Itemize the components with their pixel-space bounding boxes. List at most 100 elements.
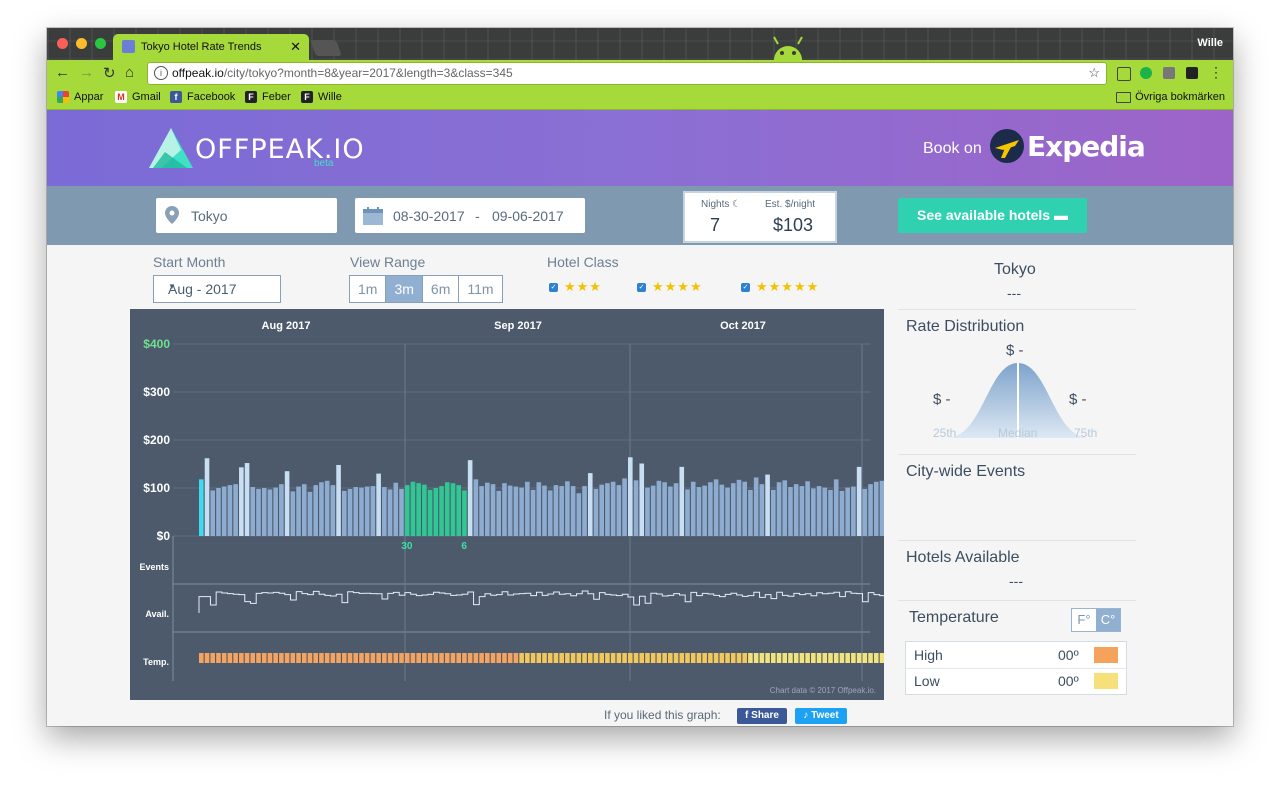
rate-bar — [290, 491, 296, 536]
browser-window: Tokyo Hotel Rate Trends ✕ Wille ← → ↻ ⌂ … — [47, 28, 1233, 726]
temp-cell — [507, 653, 513, 663]
range-3m[interactable]: 3m — [386, 276, 423, 302]
range-11m[interactable]: 11m — [467, 281, 494, 297]
temp-cell — [650, 653, 656, 663]
rate-bar — [833, 479, 839, 536]
other-bookmarks[interactable]: Övriga bokmärken — [1116, 91, 1225, 103]
temp-cell — [702, 653, 707, 663]
rate-bar — [301, 484, 307, 536]
date-separator: - — [475, 208, 480, 224]
url-text[interactable]: offpeak.io/city/tokyo?month=8&year=2017&… — [172, 66, 513, 80]
profile-name[interactable]: Wille — [1197, 37, 1223, 49]
offpeak-logo[interactable]: OFFPEAK.IO beta — [147, 126, 364, 172]
rate-bar — [730, 483, 736, 536]
checkbox-checked-icon[interactable]: ✓ — [741, 282, 750, 292]
reload-icon[interactable]: ↻ — [103, 65, 116, 82]
temp-cell — [393, 653, 399, 663]
rate-bar — [399, 488, 404, 536]
date-range-input[interactable]: 08-30-2017 - 09-06-2017 — [355, 198, 585, 233]
temp-cell — [450, 653, 456, 663]
range-1m[interactable]: 1m — [350, 276, 387, 302]
rate-bar — [261, 488, 267, 536]
temp-cell — [319, 653, 324, 663]
selection-label: 30 — [401, 541, 413, 552]
rate-bar — [273, 487, 278, 536]
bookmark-wille[interactable]: F Wille — [301, 91, 342, 103]
rate-bar — [444, 482, 450, 536]
twitter-icon: ♪ — [803, 710, 809, 721]
home-icon[interactable]: ⌂ — [125, 64, 135, 81]
rate-bar — [856, 466, 862, 536]
y-tick-label: $100 — [143, 481, 170, 495]
checkbox-checked-icon[interactable]: ✓ — [637, 282, 646, 292]
bookmarks-bar: Appar M Gmail f Facebook F Feber F Wille… — [47, 87, 1233, 110]
browser-tab[interactable]: Tokyo Hotel Rate Trends ✕ — [113, 34, 309, 60]
unit-fahrenheit[interactable]: F° — [1072, 609, 1096, 631]
temp-cell — [439, 653, 444, 663]
facebook-share-button[interactable]: f Share — [737, 708, 787, 724]
forward-arrow-icon[interactable]: → — [79, 64, 94, 81]
extension-green-icon[interactable] — [1140, 67, 1152, 79]
rate-bar — [507, 485, 513, 536]
new-tab-button[interactable] — [310, 40, 342, 56]
back-arrow-icon[interactable]: ← — [55, 64, 70, 81]
start-month-select[interactable]: Aug - 2017 ▼ — [153, 275, 281, 303]
temp-cell — [536, 653, 542, 663]
cast-icon[interactable] — [1117, 67, 1131, 81]
hotel-class-5[interactable]: ✓ ★★★★★ — [741, 279, 819, 295]
close-window-button[interactable] — [57, 38, 68, 49]
bookmark-appar[interactable]: Appar — [57, 91, 103, 103]
address-bar[interactable]: i offpeak.io/city/tokyo?month=8&year=201… — [148, 63, 1106, 84]
bookmark-feber[interactable]: F Feber — [245, 91, 291, 103]
tab-close-icon[interactable]: ✕ — [290, 39, 301, 54]
site-info-icon[interactable]: i — [154, 66, 168, 80]
temp-cell — [244, 653, 250, 663]
unit-celsius[interactable]: C° — [1096, 609, 1120, 631]
temp-cell — [359, 653, 364, 663]
rate-bar — [530, 489, 536, 536]
bookmark-star-icon[interactable]: ☆ — [1088, 65, 1100, 80]
temp-cell — [210, 653, 216, 663]
bookmark-label: Wille — [318, 91, 342, 103]
browser-menu-icon[interactable]: ⋮ — [1209, 64, 1223, 80]
rate-trend-chart[interactable]: $400 $300 $200 $100 $0 Aug 2017 Sep 2017 Oct 20… — [130, 309, 884, 700]
minimize-window-button[interactable] — [76, 38, 87, 49]
bookmark-facebook[interactable]: f Facebook — [170, 91, 235, 103]
availability-line — [198, 590, 884, 613]
temp-cell — [679, 653, 685, 663]
maximize-window-button[interactable] — [95, 38, 106, 49]
rate-bar — [296, 486, 301, 536]
expedia-logo[interactable]: Expedia — [989, 126, 1146, 170]
city-input[interactable]: Tokyo — [156, 198, 337, 233]
rate-bar — [662, 482, 667, 536]
tweet-button[interactable]: ♪ Tweet — [795, 708, 847, 724]
layers-extension-icon[interactable] — [1186, 67, 1198, 79]
rate-bar — [788, 487, 793, 536]
feber-icon: F — [301, 91, 313, 103]
temp-cell — [525, 653, 530, 663]
rate-bar — [845, 487, 850, 536]
rate-bar — [467, 460, 473, 536]
folder-icon — [1116, 91, 1132, 103]
rate-bar — [216, 488, 221, 536]
rate-bar — [382, 487, 387, 536]
see-hotels-button[interactable]: See available hotels ▬ — [898, 198, 1087, 233]
temp-cell — [399, 653, 404, 663]
range-6m[interactable]: 6m — [423, 276, 460, 302]
temp-cell — [239, 653, 244, 663]
checkbox-checked-icon[interactable]: ✓ — [549, 282, 558, 292]
rate-bar — [256, 488, 261, 536]
facebook-icon: f — [170, 91, 182, 103]
temp-cell — [433, 653, 439, 663]
view-range-toggle: 1m 3m 6m 11m — [349, 275, 503, 303]
hotel-class-4[interactable]: ✓ ★★★★ — [637, 279, 703, 295]
bell-curve-icon — [948, 363, 1088, 438]
mail-extension-icon[interactable] — [1163, 67, 1175, 79]
rate-bar — [702, 485, 707, 536]
bookmark-gmail[interactable]: M Gmail — [115, 91, 161, 103]
rate-bar — [805, 481, 810, 536]
hotel-class-3[interactable]: ✓ ★★★ — [549, 279, 602, 295]
rate-bar — [359, 487, 364, 536]
rate-bar — [816, 486, 822, 536]
rate-median-value: $ - — [1006, 342, 1024, 359]
